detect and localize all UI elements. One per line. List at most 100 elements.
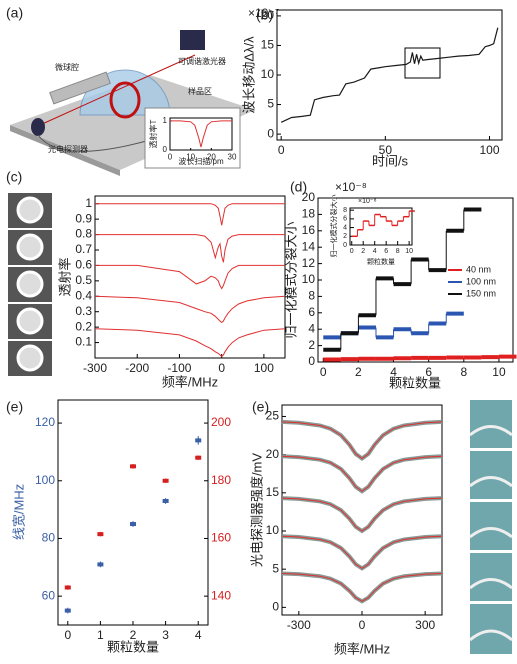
y-tick-label: 8 — [308, 289, 315, 303]
x-tick-label: -200 — [125, 361, 149, 375]
point — [162, 498, 169, 503]
x-tick-label: 100 — [479, 143, 499, 157]
image — [470, 400, 512, 448]
x-axis-label: 时间/s — [372, 153, 409, 168]
y-tick-label: 1 — [163, 116, 168, 125]
y-axis-label: 归一化模式分裂大小 — [283, 221, 298, 338]
x-tick-label: 8 — [396, 248, 400, 255]
y-tick-label: 160 — [211, 531, 231, 545]
y-tick-label: 5 — [267, 97, 274, 111]
data-band — [281, 571, 443, 604]
axes-frame — [349, 207, 413, 246]
y-tick-label: 0.8 — [75, 227, 92, 241]
x-tick-label: 100 — [254, 361, 274, 375]
point — [162, 478, 169, 483]
sphere — [16, 344, 44, 372]
y-tick-label: 100 — [35, 473, 55, 487]
label: 可调谐激光器 — [178, 56, 226, 66]
fiber-holder — [49, 71, 111, 105]
y-tick-label: 14 — [302, 239, 316, 253]
label: 光电探测器 — [48, 144, 88, 154]
x-tick-label: 6 — [384, 248, 388, 255]
sphere-edge — [469, 527, 513, 539]
axes-frame — [276, 9, 503, 141]
x-axis-label: 频率/MHz — [162, 374, 218, 389]
y-multiplier: ×10⁻⁸ — [358, 198, 377, 205]
laser — [180, 30, 205, 50]
x-tick-label: 20 — [207, 152, 216, 161]
x-tick-label: 0 — [320, 365, 327, 379]
data-line — [280, 27, 499, 123]
x-tick-label: 2 — [361, 248, 365, 255]
x-tick-label: 6 — [425, 365, 432, 379]
fiber — [39, 54, 196, 126]
zoom-box — [404, 47, 441, 79]
x-tick-label: 1 — [97, 628, 104, 642]
sensor-images — [469, 400, 513, 654]
point — [195, 455, 202, 460]
panel-label: (d) — [290, 179, 307, 195]
chart: 0 50 100 0 5 10 15 20 时间/s 波长移动Δλ/λ ×10⁻⁷(b) — [241, 6, 503, 168]
data-line — [95, 234, 285, 263]
y-tick-label: 120 — [35, 415, 55, 429]
data-line — [281, 573, 443, 602]
point — [195, 438, 202, 443]
y-tick-label: 0.3 — [75, 304, 92, 318]
sphere-edge — [469, 425, 513, 437]
data-line — [94, 295, 286, 324]
y-tick-label: 200 — [211, 415, 231, 429]
x-axis-label: 颗粒数量 — [367, 257, 395, 266]
x-tick-label: -100 — [167, 361, 191, 375]
data-line — [281, 497, 443, 532]
point — [97, 562, 104, 567]
detector — [31, 118, 45, 136]
microsphere — [109, 81, 141, 119]
x-tick-label: 3 — [162, 628, 169, 642]
data-band — [281, 454, 443, 494]
y-axis-label: 透射率 — [57, 257, 72, 296]
point — [97, 532, 104, 537]
y-tick-label: 80 — [42, 531, 56, 545]
point — [64, 608, 71, 613]
y-tick-label: 16 — [302, 223, 316, 237]
image — [470, 553, 512, 601]
x-tick-label: 30 — [228, 152, 237, 161]
y-tick-label: 2 — [343, 233, 347, 240]
panel-label: (e) — [252, 399, 269, 415]
y-tick-label: 25 — [266, 409, 280, 423]
panel-label: (a) — [6, 5, 23, 21]
y-tick-label: 15 — [266, 485, 280, 499]
x-tick-label: 0 — [218, 361, 225, 375]
x-tick-label: 4 — [373, 248, 377, 255]
data-line — [95, 203, 285, 226]
y-tick-label: 10 — [266, 523, 280, 537]
data-line — [170, 120, 232, 148]
chart: -300 0 300 0 5 10 15 20 25 频率/MHz 光电探测器强度/mV (e) — [249, 399, 443, 656]
point — [64, 585, 71, 590]
data-band — [281, 419, 443, 461]
y-tick-label: 140 — [211, 588, 231, 602]
cable — [37, 134, 151, 152]
x-tick-label: -300 — [287, 618, 311, 632]
legend-label: 150 nm — [466, 288, 496, 298]
y-tick-label: 0 — [272, 600, 279, 614]
x-tick-label: 10 — [492, 365, 506, 379]
axes-frame — [94, 195, 286, 359]
y-tick-label: 0.7 — [75, 242, 92, 256]
axes-frame — [57, 399, 209, 626]
sphere-edge — [469, 629, 513, 642]
x-tick-label: 10 — [186, 152, 195, 161]
chart: -300 -200 -100 0 100 0.1 0.20.3 0.40.50.6 0.70.8… — [6, 169, 286, 389]
y-tick-label: 0 — [308, 354, 315, 368]
data-line — [94, 328, 286, 358]
image — [470, 502, 512, 550]
point — [130, 464, 136, 469]
x-tick-label: 300 — [415, 618, 435, 632]
y-tick-label: 180 — [211, 473, 231, 487]
axes-frame — [281, 404, 443, 616]
label: 微球腔 — [55, 62, 79, 72]
panel-label: (b) — [256, 7, 273, 23]
x-tick-label: 4 — [195, 628, 202, 642]
y-tick-label: 20 — [266, 447, 280, 461]
